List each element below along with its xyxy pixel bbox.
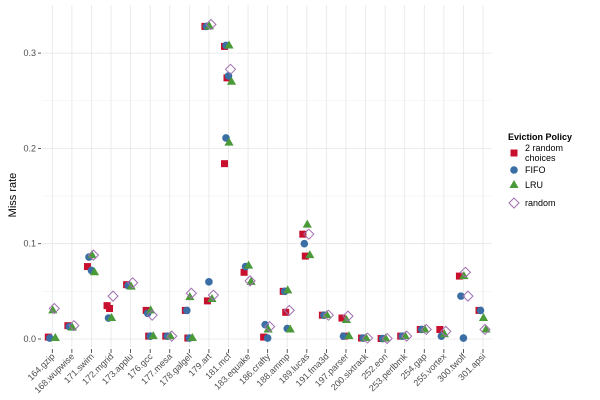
data-point-diamond (146, 309, 158, 321)
data-point-diamond (205, 18, 217, 31)
data-point-square (299, 230, 307, 238)
data-point-diamond (479, 323, 491, 336)
data-point-square (203, 297, 211, 305)
data-point-diamond (107, 290, 119, 302)
x-axis: 164.gzip168.wupwise171.swim172.mgrid173.… (26, 349, 487, 395)
data-point-circle (183, 306, 191, 315)
data-point-triangle (283, 285, 293, 294)
data-point-diamond (207, 289, 220, 301)
data-point-triangle (478, 313, 489, 322)
data-point-triangle (204, 21, 215, 30)
data-point-circle (459, 334, 468, 342)
y-tick-label: 0.0 (23, 334, 36, 344)
data-point-triangle (302, 219, 312, 228)
y-tick-label: 0.2 (23, 143, 36, 153)
y-axis-label: Miss rate (7, 173, 19, 218)
data-point-diamond (283, 304, 295, 317)
legend-label: FIFO (525, 165, 546, 175)
legend-key-circle (510, 166, 518, 174)
data-point-square (83, 263, 91, 271)
data-point-triangle (148, 331, 158, 340)
data-point-circle (263, 334, 272, 342)
data-point-square (260, 333, 268, 341)
legend-label-line: choices (525, 153, 556, 163)
data-point-diamond (440, 325, 452, 338)
legend-title: Eviction Policy (508, 132, 572, 142)
data-point-diamond (462, 290, 474, 302)
data-point-diamond (48, 302, 61, 315)
data-point-diamond (68, 319, 80, 332)
data-point-circle (457, 292, 465, 300)
data-point-diamond (400, 330, 413, 342)
data-point-diamond (263, 320, 276, 333)
data-point-diamond (361, 332, 374, 344)
data-point-diamond (342, 310, 354, 322)
data-point-triangle (344, 331, 354, 340)
series-FIFO (46, 22, 485, 343)
legend-label: 2 random choices (525, 143, 563, 163)
data-point-square (455, 272, 463, 280)
y-axis: 0.0 0.1 0.2 0.3 (23, 48, 41, 344)
legend: Eviction Policy 2 random choices FIFO LRU ra… (508, 132, 572, 209)
data-point-circle (205, 278, 213, 286)
legend-label-line: 2 random (525, 143, 563, 153)
data-point-diamond (322, 309, 335, 321)
data-point-triangle (305, 250, 315, 259)
data-point-square (240, 268, 248, 276)
data-point-diamond (224, 63, 237, 76)
y-tick-label: 0.1 (23, 239, 36, 249)
data-point-triangle (89, 267, 100, 276)
data-point-diamond (420, 323, 432, 336)
data-point-diamond (87, 249, 100, 261)
data-point-square (220, 160, 228, 168)
data-point-diamond (126, 277, 139, 289)
data-point-square (436, 325, 444, 333)
data-points (44, 18, 491, 345)
data-point-triangle (187, 333, 197, 342)
legend-label: random (525, 198, 556, 208)
data-point-square (301, 252, 309, 260)
legend-key-diamond (508, 197, 520, 209)
data-point-triangle (50, 333, 60, 342)
data-point-circle (300, 239, 309, 248)
data-point-square (106, 305, 114, 313)
data-point-diamond (459, 266, 472, 278)
series-random (48, 18, 491, 345)
data-point-square (338, 314, 346, 322)
data-point-diamond (303, 228, 315, 240)
data-point-triangle (243, 260, 254, 269)
data-point-diamond (166, 330, 178, 342)
data-point-circle (476, 306, 485, 315)
data-point-triangle (224, 137, 234, 146)
data-point-triangle (48, 305, 58, 314)
data-point-triangle (226, 76, 237, 85)
y-tick-label: 0.3 (23, 48, 36, 58)
legend-key-square (510, 149, 518, 157)
data-point-triangle (285, 324, 295, 333)
data-point-diamond (381, 332, 393, 345)
data-point-diamond (244, 275, 256, 287)
data-point-diamond (185, 287, 198, 299)
data-point-triangle (106, 313, 117, 322)
data-point-triangle (224, 40, 234, 49)
legend-key-triangle (509, 180, 519, 188)
legend-label: LRU (525, 180, 543, 190)
grid (42, 5, 492, 347)
data-point-triangle (67, 322, 77, 331)
